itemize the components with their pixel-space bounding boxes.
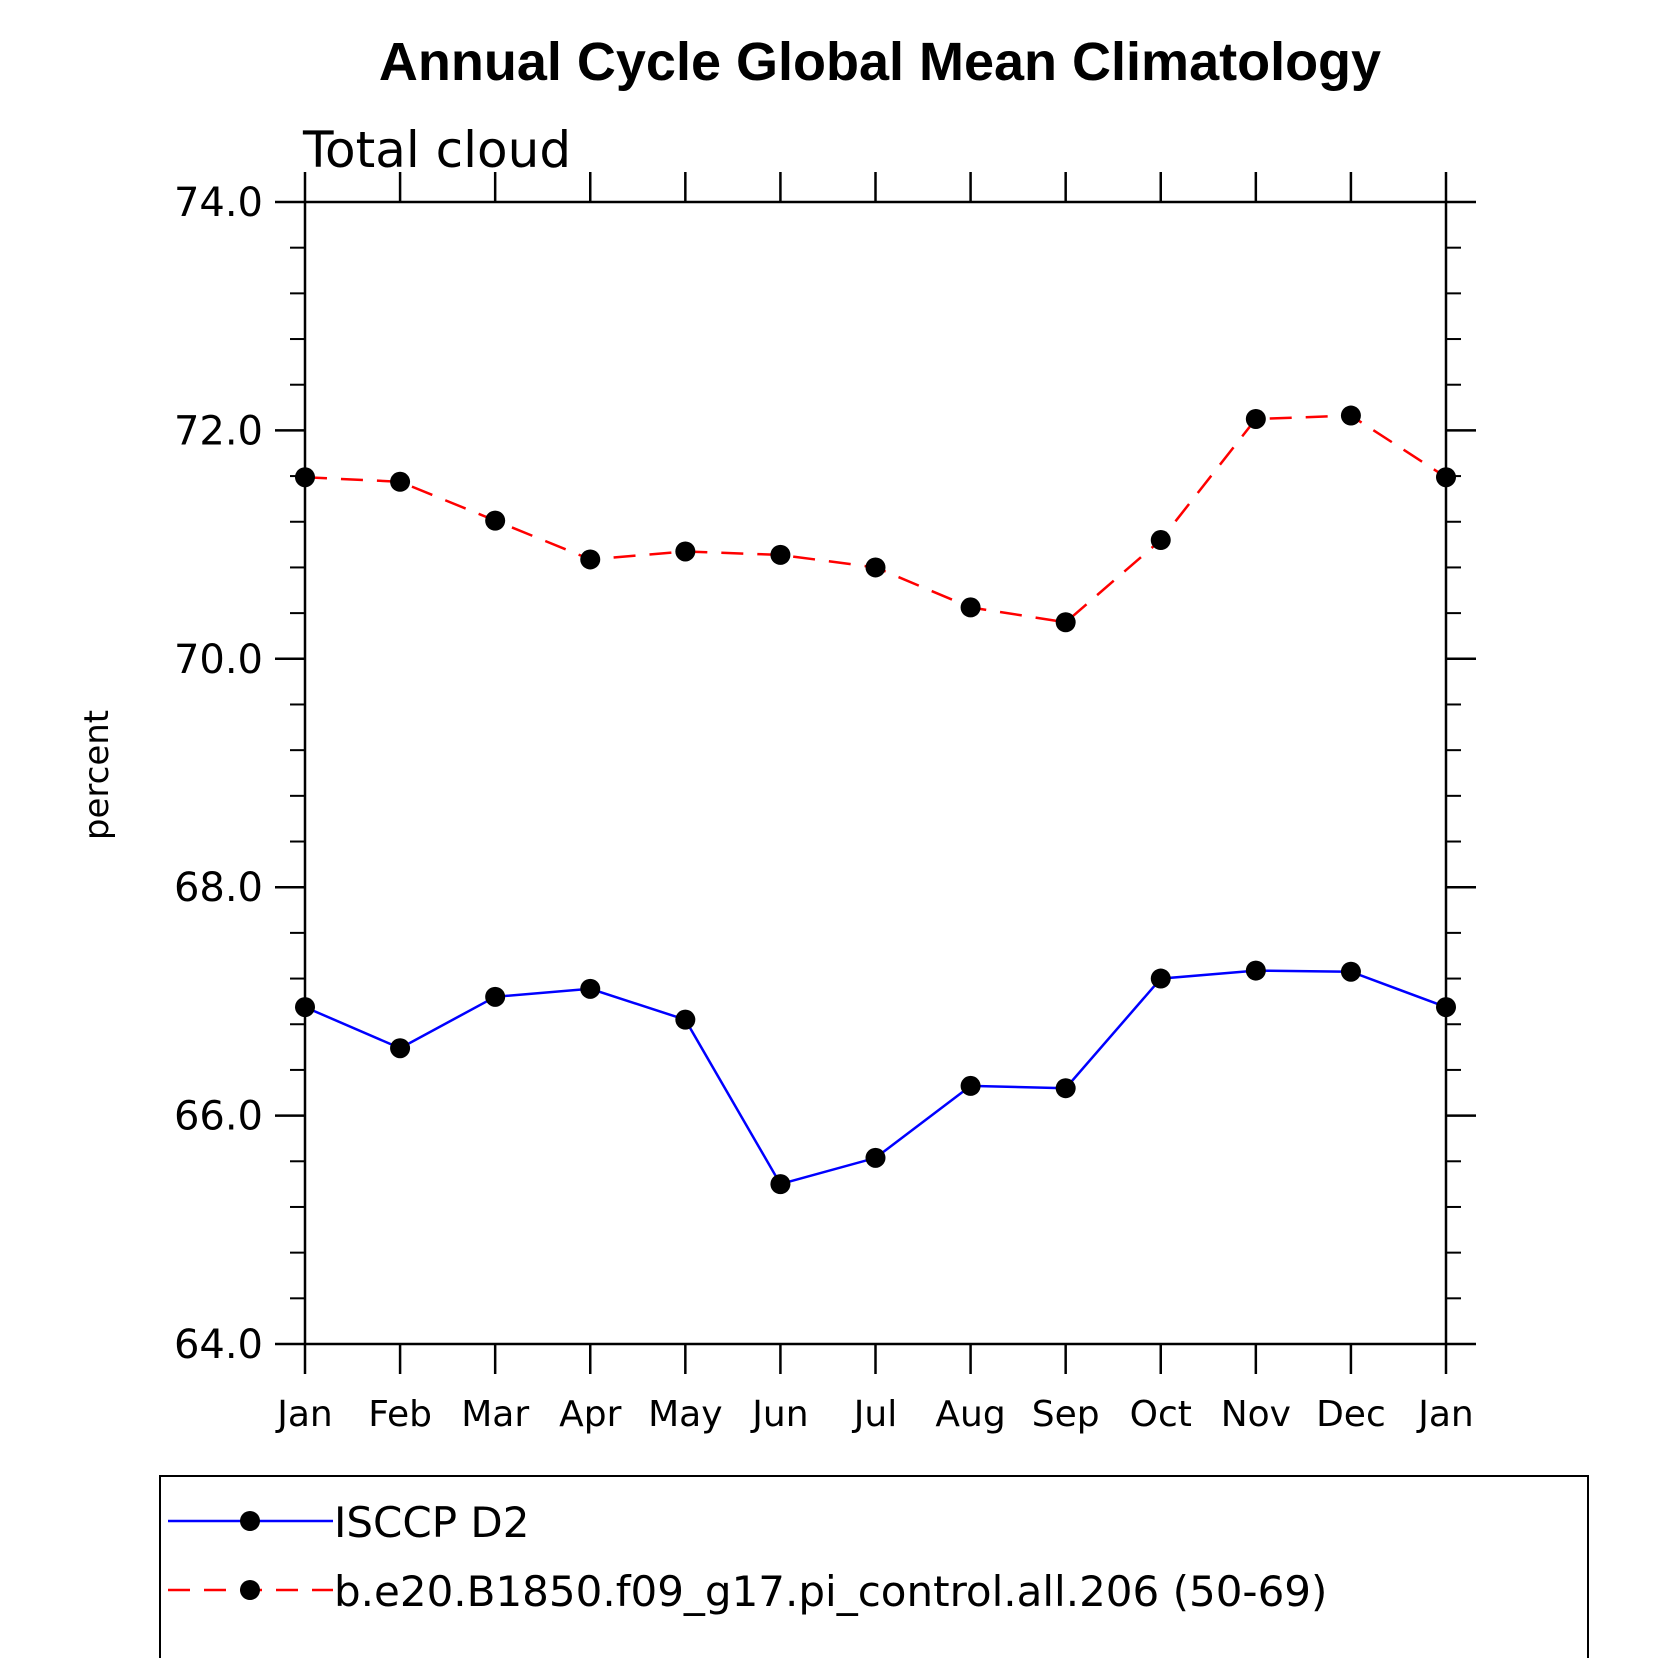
y-tick-label: 74.0: [174, 180, 263, 226]
legend-marker: [240, 1511, 260, 1531]
chart-title: Annual Cycle Global Mean Climatology: [379, 32, 1381, 92]
x-tick-label: Mar: [461, 1394, 529, 1435]
x-tick-label: Feb: [368, 1394, 432, 1435]
data-point: [1150, 968, 1171, 989]
y-tick-label: 64.0: [174, 1322, 263, 1368]
y-tick-label: 72.0: [174, 408, 263, 454]
x-tick-label: Jul: [852, 1394, 897, 1435]
x-tick-label: May: [648, 1394, 722, 1435]
x-tick-label: Jan: [275, 1394, 333, 1435]
x-tick-label: Sep: [1032, 1394, 1100, 1435]
axis-ticks: 64.0 66.0 68.0 70.0 72.0 74.0 Jan Feb Mar Apr May J…: [174, 172, 1476, 1435]
legend-box: [159, 1475, 1589, 1658]
data-point: [1436, 997, 1456, 1018]
y-tick-label: 68.0: [174, 865, 263, 911]
chart-subtitle: Total cloud: [302, 121, 571, 179]
data-point: [390, 471, 411, 492]
data-point: [1055, 612, 1076, 633]
data-point: [1340, 961, 1361, 982]
data-point: [390, 1038, 411, 1059]
x-tick-label: Apr: [559, 1394, 621, 1435]
data-point: [295, 997, 315, 1018]
x-tick-label: Dec: [1316, 1394, 1386, 1435]
x-tick-label: Aug: [935, 1394, 1005, 1435]
data-point: [960, 1075, 981, 1096]
data-point: [865, 1147, 886, 1168]
legend-marker: [240, 1580, 260, 1600]
data-point: [1340, 405, 1361, 426]
data-point: [770, 1174, 791, 1195]
legend: ISCCP D2 b.e20.B1850.f09_g17.pi_control.a…: [159, 1475, 1589, 1658]
data-point: [580, 549, 601, 570]
legend-label-2: b.e20.B1850.f09_g17.pi_control.all.206 (…: [334, 1567, 1327, 1616]
legend-label-1: ISCCP D2: [334, 1498, 529, 1547]
data-point: [485, 510, 506, 531]
data-point: [295, 467, 315, 488]
data-point: [1436, 467, 1456, 488]
data-point: [580, 978, 601, 999]
plot-frame: [303, 200, 1448, 1346]
data-point: [485, 986, 506, 1007]
x-tick-label: Oct: [1130, 1394, 1192, 1435]
series-layer: [295, 405, 1456, 1195]
data-point: [1055, 1078, 1076, 1099]
y-axis-label: percent: [77, 710, 117, 840]
data-point: [1245, 960, 1266, 981]
x-tick-label: Nov: [1221, 1394, 1291, 1435]
data-point: [770, 544, 791, 565]
y-tick-label: 66.0: [174, 1094, 263, 1140]
series-line-2: [304, 414, 1447, 624]
data-point: [960, 597, 981, 618]
data-point: [675, 541, 696, 562]
x-tick-label: Jun: [750, 1394, 808, 1435]
data-point: [675, 1009, 696, 1030]
data-point: [1245, 408, 1266, 429]
data-point: [865, 557, 886, 578]
y-tick-label: 70.0: [174, 637, 263, 683]
x-tick-label: Jan: [1416, 1394, 1474, 1435]
data-point: [1150, 530, 1171, 551]
